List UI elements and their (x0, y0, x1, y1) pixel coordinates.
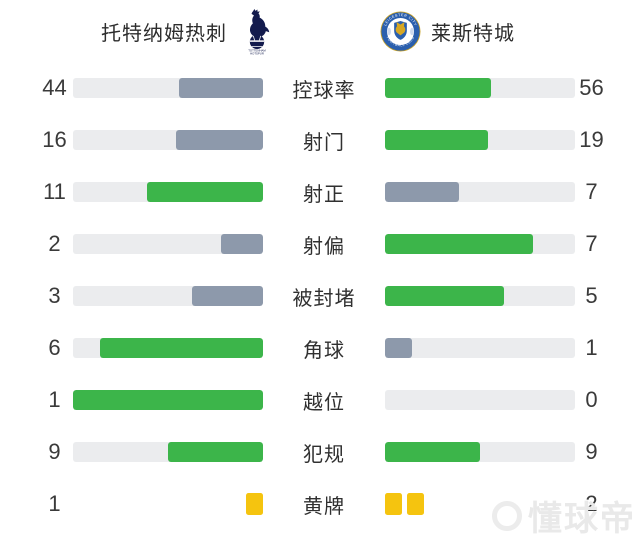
away-stat-bar (385, 182, 459, 202)
header: 托特纳姆热刺 TOTTENHAM HOTSPUR (0, 0, 640, 58)
tottenham-crest-icon: TOTTENHAM HOTSPUR (240, 8, 274, 55)
home-yellow-cards-count: 1 (48, 491, 61, 516)
yellow-card-icon (407, 493, 424, 515)
stat-row-possession: 44 控球率 56 (0, 62, 640, 114)
home-stat-track (73, 442, 263, 462)
home-stat-track (73, 182, 263, 202)
away-stat-value: 7 (585, 179, 598, 204)
away-stat-track (385, 234, 575, 254)
home-stat-value: 16 (42, 127, 67, 152)
home-stat-bar (176, 130, 263, 150)
away-stat-bar (385, 442, 480, 462)
yellow-card-icon (385, 493, 402, 515)
away-stat-value: 0 (585, 387, 598, 412)
stat-row-fouls: 9 犯规 9 (0, 426, 640, 478)
stat-row-shots-on-target: 11 射正 7 (0, 166, 640, 218)
home-stat-value: 9 (48, 439, 61, 464)
stat-label: 射门 (303, 131, 345, 154)
away-yellow-cards (385, 493, 575, 515)
away-stat-bar (385, 338, 413, 358)
away-stat-bar (385, 130, 489, 150)
stat-row-corners: 6 角球 1 (0, 322, 640, 374)
stat-label: 控球率 (292, 79, 356, 102)
stat-row-offsides: 1 越位 0 (0, 374, 640, 426)
away-stat-value: 1 (585, 335, 598, 360)
home-stat-track (73, 78, 263, 98)
home-yellow-cards (73, 493, 263, 515)
home-stat-bar (168, 442, 263, 462)
away-team-header: LEICESTER CITY FOOTBALL CLUB 莱斯特城 (320, 11, 640, 52)
home-stat-value: 11 (43, 179, 66, 204)
home-stat-value: 6 (48, 335, 61, 360)
away-stat-value: 19 (579, 127, 604, 152)
stat-label: 被封堵 (292, 287, 356, 310)
away-stat-value: 9 (585, 439, 598, 464)
home-stat-track (73, 234, 263, 254)
home-stat-value: 44 (42, 75, 67, 100)
away-stat-value: 56 (579, 75, 604, 100)
stat-label: 黄牌 (303, 495, 345, 518)
stat-row-shots: 16 射门 19 (0, 114, 640, 166)
home-stat-value: 2 (48, 231, 61, 256)
away-stat-bar (385, 234, 533, 254)
home-stat-track (73, 286, 263, 306)
stat-label: 射偏 (303, 235, 345, 258)
away-stat-track (385, 286, 575, 306)
home-stat-bar (146, 182, 263, 202)
away-stat-track (385, 338, 575, 358)
away-yellow-cards-count: 2 (585, 491, 598, 516)
away-stat-bar (385, 78, 492, 98)
away-team-name: 莱斯特城 (431, 22, 515, 45)
away-stat-track (385, 182, 575, 202)
leicester-crest-icon: LEICESTER CITY FOOTBALL CLUB (380, 11, 421, 52)
stat-label: 射正 (303, 183, 345, 206)
stat-label: 越位 (303, 391, 345, 414)
home-stat-value: 1 (48, 387, 61, 412)
away-stat-value: 7 (585, 231, 598, 256)
home-stat-bar (100, 338, 263, 358)
away-stat-track (385, 390, 575, 410)
home-team-header: 托特纳姆热刺 TOTTENHAM HOTSPUR (0, 8, 320, 55)
svg-text:TOTTENHAM: TOTTENHAM (248, 48, 266, 52)
away-stat-track (385, 130, 575, 150)
home-stat-bar (73, 390, 263, 410)
stat-label: 角球 (303, 339, 345, 362)
home-stat-bar (179, 78, 263, 98)
home-stat-track (73, 338, 263, 358)
yellow-card-icon (246, 493, 263, 515)
home-team-name: 托特纳姆热刺 (101, 22, 227, 45)
away-stat-track (385, 78, 575, 98)
away-stat-track (385, 442, 575, 462)
svg-text:HOTSPUR: HOTSPUR (250, 51, 264, 54)
stat-row-blocked: 3 被封堵 5 (0, 270, 640, 322)
home-stat-bar (220, 234, 263, 254)
home-stat-track (73, 130, 263, 150)
home-stat-track (73, 390, 263, 410)
stat-row-shots-off-target: 2 射偏 7 (0, 218, 640, 270)
stat-label: 犯规 (303, 443, 345, 466)
stat-row-yellow-cards: 1 黄牌 2 (0, 478, 640, 530)
stats-list: 44 控球率 56 16 射门 19 11 射正 7 2 射偏 7 (0, 62, 640, 530)
away-stat-value: 5 (585, 283, 598, 308)
home-stat-value: 3 (48, 283, 61, 308)
home-stat-bar (191, 286, 263, 306)
away-stat-bar (385, 286, 504, 306)
